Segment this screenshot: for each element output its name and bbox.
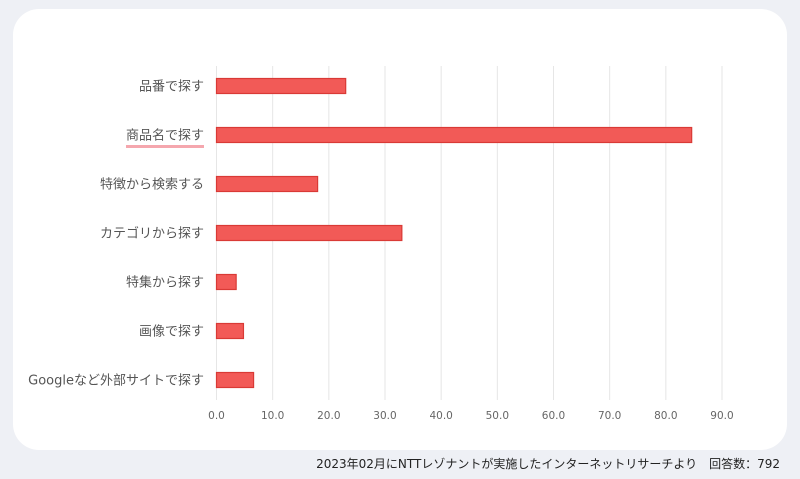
- bar: [215, 273, 237, 291]
- bar: [215, 371, 255, 389]
- x-tick-label: 70.0: [598, 410, 621, 422]
- category-label: 品番で探す: [139, 80, 204, 95]
- x-tick-label: 40.0: [429, 410, 452, 422]
- x-tick-label: 0.0: [208, 410, 225, 422]
- x-tick-label: 60.0: [542, 410, 565, 422]
- bar: [215, 77, 347, 95]
- category-label: 特集から探す: [126, 275, 204, 291]
- category-label: カテゴリから探す: [100, 226, 204, 242]
- x-tick-label: 30.0: [373, 410, 396, 422]
- category-label: 画像で探す: [139, 325, 204, 340]
- x-tick-label: 10.0: [261, 410, 284, 422]
- category-label: 商品名で探す: [126, 128, 204, 144]
- source-footnote: 2023年02月にNTTレゾナントが実施したインターネットリサーチより 回答数：…: [316, 457, 780, 471]
- bar: [215, 322, 245, 340]
- bar: [215, 126, 693, 144]
- x-tick-label: 80.0: [654, 410, 677, 422]
- highlight-underline: [125, 145, 204, 148]
- category-label: 特徴から検索する: [100, 178, 204, 193]
- x-tick-label: 20.0: [317, 410, 340, 422]
- x-tick-label: 50.0: [486, 410, 509, 422]
- x-tick-label: 90.0: [710, 410, 733, 422]
- x-tick-labels: 0.0 10.0 20.0 30.0 40.0 50.0 60.0 70.0 80.0 90.0: [208, 410, 734, 422]
- bars: [215, 77, 693, 389]
- bar: [215, 224, 403, 242]
- category-label: Googleなど外部サイトで探す: [28, 374, 204, 389]
- bar: [215, 175, 319, 193]
